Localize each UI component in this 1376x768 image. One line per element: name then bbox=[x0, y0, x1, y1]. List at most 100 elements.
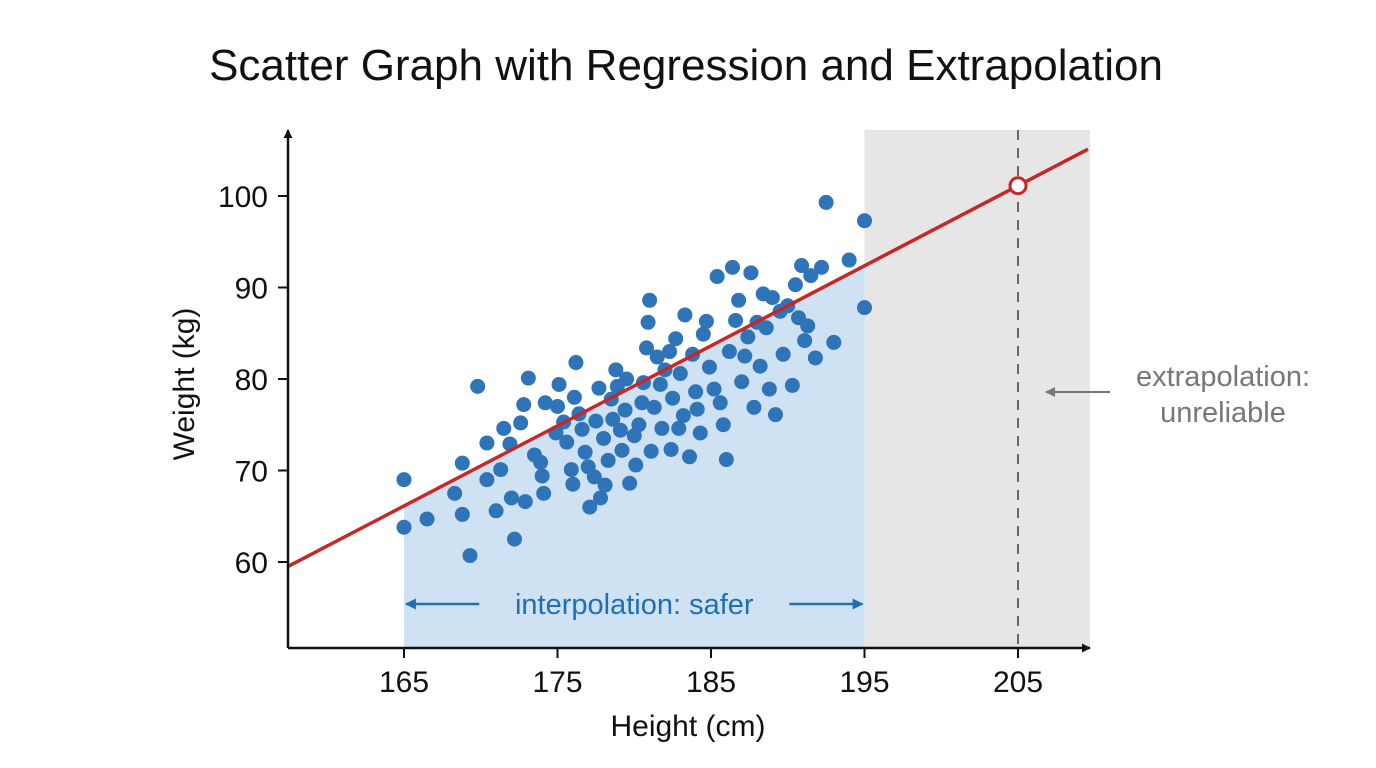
scatter-point bbox=[643, 443, 659, 459]
x-tick-label: 175 bbox=[532, 666, 582, 699]
x-tick-label: 205 bbox=[993, 666, 1043, 699]
scatter-point bbox=[507, 531, 523, 547]
x-tick-label: 165 bbox=[379, 666, 429, 699]
scatter-point bbox=[513, 415, 529, 431]
scatter-point bbox=[612, 422, 628, 438]
scatter-point bbox=[605, 411, 621, 427]
scatter-point bbox=[640, 314, 656, 330]
scatter-point bbox=[728, 312, 744, 328]
scatter-point bbox=[752, 358, 768, 374]
scatter-point bbox=[597, 477, 613, 493]
scatter-point bbox=[479, 435, 495, 451]
scatter-point bbox=[591, 380, 607, 396]
scatter-point bbox=[672, 366, 688, 382]
scatter-point bbox=[764, 290, 780, 306]
scatter-point bbox=[689, 401, 705, 417]
scatter-point bbox=[419, 511, 435, 527]
scatter-point bbox=[746, 399, 762, 415]
y-tick-label: 90 bbox=[235, 273, 268, 306]
scatter-point bbox=[668, 331, 684, 347]
scatter-point bbox=[715, 417, 731, 433]
scatter-point bbox=[617, 402, 633, 418]
scatter-point bbox=[619, 371, 635, 387]
scatter-point bbox=[818, 194, 834, 210]
scatter-point bbox=[566, 389, 582, 405]
scatter-point bbox=[665, 390, 681, 406]
scatter-point bbox=[520, 370, 536, 386]
x-tick-label: 195 bbox=[839, 666, 889, 699]
scatter-point bbox=[479, 472, 495, 488]
scatter-point bbox=[688, 384, 704, 400]
scatter-point bbox=[731, 292, 747, 308]
scatter-point bbox=[758, 320, 774, 336]
scatter-point bbox=[642, 292, 658, 308]
scatter-point bbox=[826, 334, 842, 350]
scatter-point bbox=[712, 395, 728, 411]
scatter-point bbox=[592, 490, 608, 506]
scatter-point bbox=[568, 355, 584, 371]
x-axis-label: Height (cm) bbox=[610, 710, 765, 743]
scatter-point bbox=[577, 444, 593, 460]
scatter-point bbox=[551, 376, 567, 392]
scatter-point bbox=[695, 326, 711, 342]
scatter-point bbox=[724, 259, 740, 275]
scatter-point bbox=[767, 407, 783, 423]
scatter-point bbox=[807, 350, 823, 366]
extrapolated-point bbox=[1008, 176, 1028, 196]
scatter-point bbox=[454, 455, 470, 471]
x-tick-label: 185 bbox=[686, 666, 736, 699]
scatter-point bbox=[662, 344, 678, 360]
y-tick-label: 70 bbox=[235, 456, 268, 489]
scatter-point bbox=[814, 259, 830, 275]
scatter-point bbox=[841, 252, 857, 268]
scatter-point bbox=[536, 485, 552, 501]
scatter-point bbox=[649, 349, 665, 365]
scatter-points bbox=[396, 194, 872, 564]
scatter-point bbox=[709, 269, 725, 285]
y-axis-ticks: 60 70 80 90 100 bbox=[218, 181, 288, 580]
scatter-point bbox=[534, 468, 550, 484]
scatter-point bbox=[631, 417, 647, 433]
scatter-point bbox=[787, 277, 803, 293]
scatter-point bbox=[857, 213, 872, 229]
scatter-point bbox=[586, 469, 602, 485]
scatter-point bbox=[797, 333, 813, 349]
scatter-point bbox=[574, 421, 590, 437]
scatter-point bbox=[784, 377, 800, 393]
scatter-point bbox=[701, 359, 717, 375]
scatter-point bbox=[559, 434, 575, 450]
scatter-point bbox=[614, 442, 630, 458]
scatter-point bbox=[740, 329, 756, 345]
scatter-point bbox=[654, 420, 670, 436]
y-tick-label: 80 bbox=[235, 364, 268, 397]
extrapolation-label-line-2: unreliable bbox=[1160, 397, 1286, 429]
regression-line bbox=[287, 147, 1089, 569]
y-axis-label: Weight (kg) bbox=[168, 308, 201, 461]
scatter-point bbox=[488, 503, 504, 519]
scatter-point bbox=[588, 413, 604, 429]
y-tick-label: 100 bbox=[218, 181, 268, 214]
scatter-point bbox=[682, 449, 698, 465]
scatter-point bbox=[734, 374, 750, 390]
scatter-point bbox=[563, 462, 579, 478]
scatter-point bbox=[533, 454, 549, 470]
scatter-point bbox=[447, 485, 463, 501]
x-axis-ticks: 165 175 185 195 205 bbox=[379, 648, 1043, 699]
scatter-point bbox=[396, 519, 412, 535]
scatter-point bbox=[857, 300, 872, 316]
scatter-point bbox=[794, 258, 810, 274]
scatter-point bbox=[677, 307, 693, 323]
scatter-point bbox=[737, 348, 753, 364]
scatter-point bbox=[582, 499, 598, 515]
scatter-point bbox=[565, 476, 581, 492]
scatter-point bbox=[646, 399, 662, 415]
scatter-point bbox=[496, 420, 512, 436]
scatter-point bbox=[761, 381, 777, 397]
scatter-point bbox=[634, 395, 650, 411]
scatter-point bbox=[396, 472, 412, 488]
scatter-point bbox=[622, 475, 638, 491]
scatter-point bbox=[639, 340, 655, 356]
y-tick-label: 60 bbox=[235, 547, 268, 580]
scatter-point bbox=[718, 452, 734, 468]
